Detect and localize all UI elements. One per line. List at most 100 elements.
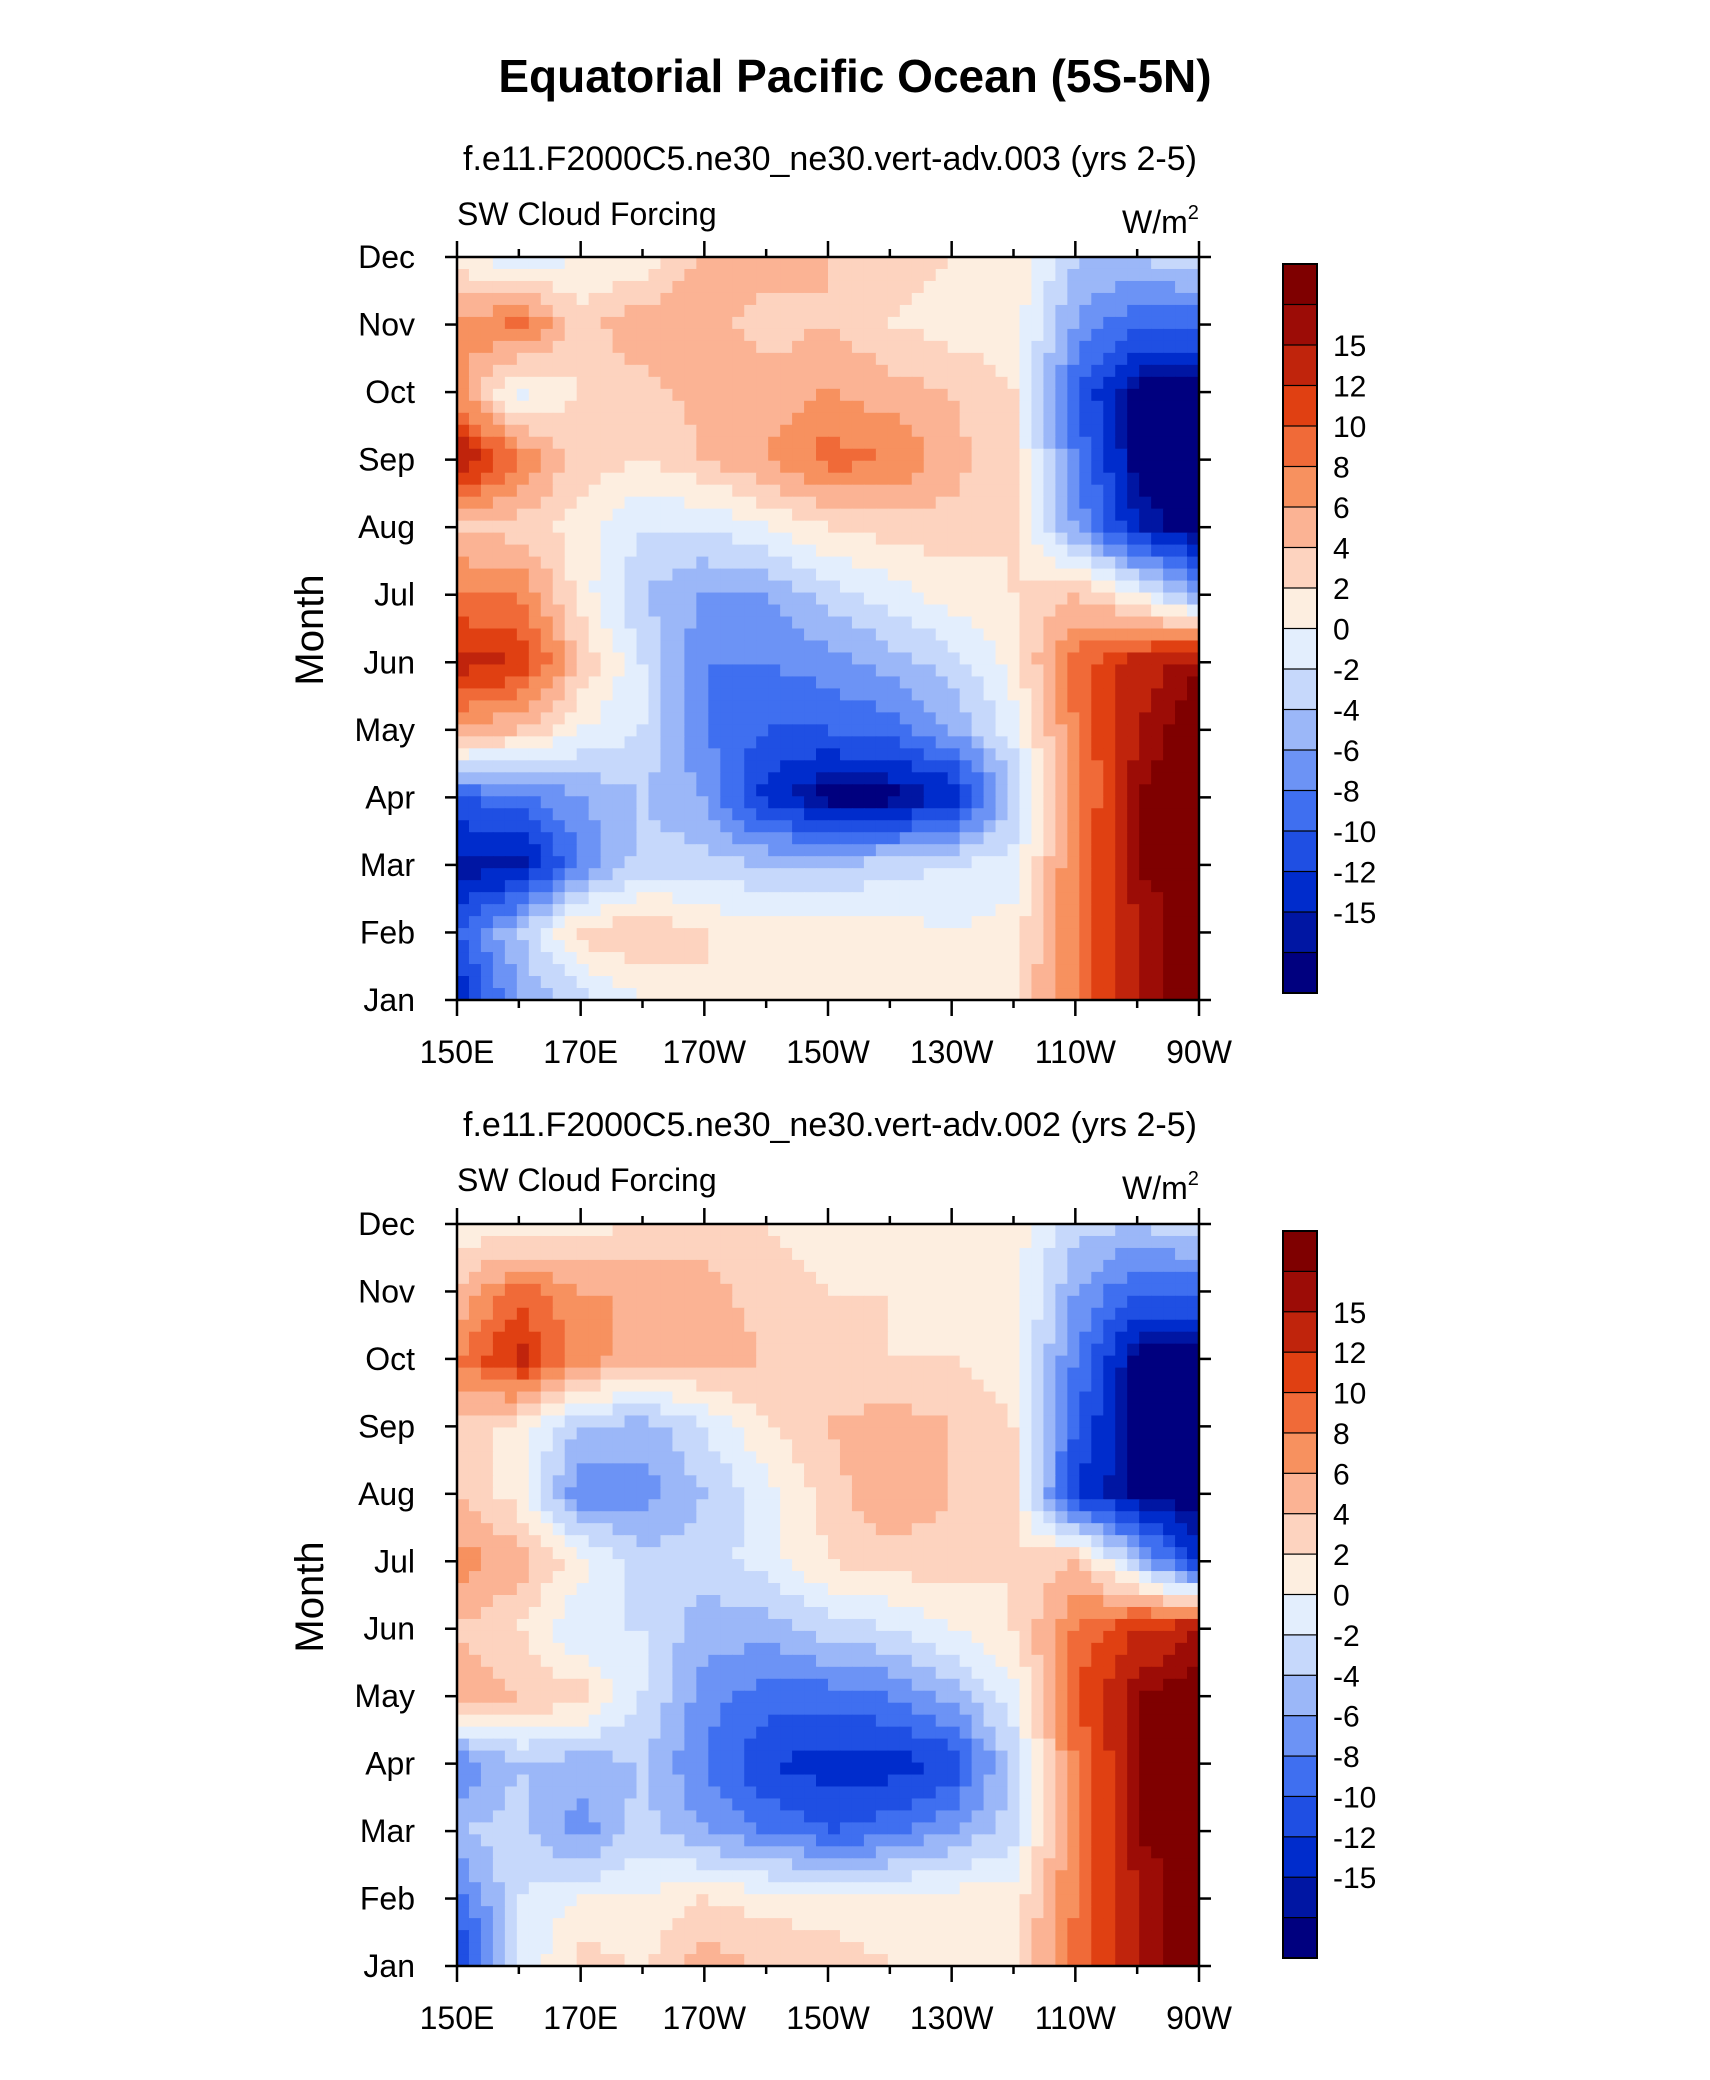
heatmap-cell (528, 484, 542, 498)
heatmap-cell (935, 988, 949, 1001)
heatmap-cell (768, 436, 781, 450)
heatmap-cell (528, 1235, 542, 1249)
heatmap-cell (588, 496, 602, 510)
heatmap-cell (516, 1403, 530, 1417)
panel-top-heatmap (457, 257, 1200, 1001)
heatmap-cell (720, 1271, 733, 1285)
heatmap-cell (839, 436, 853, 450)
heatmap-cell (588, 1283, 602, 1297)
heatmap-cell (564, 784, 578, 797)
heatmap-cell (1103, 436, 1116, 450)
heatmap-cell (792, 592, 805, 606)
heatmap-cell (959, 257, 973, 270)
heatmap-cell (624, 484, 638, 498)
heatmap-cell (768, 424, 781, 438)
heatmap-cell (588, 688, 602, 701)
heatmap-cell (1103, 1403, 1116, 1417)
heatmap-cell (947, 784, 961, 797)
heatmap-cell (552, 976, 566, 989)
heatmap-cell (576, 292, 590, 306)
heatmap-cell (816, 676, 829, 690)
heatmap-cell (1055, 1224, 1068, 1237)
heatmap-cell (468, 556, 482, 570)
heatmap-cell (504, 556, 518, 570)
heatmap-cell (540, 1235, 554, 1249)
heatmap-cell (1091, 556, 1104, 570)
heatmap-cell (576, 640, 590, 654)
heatmap-cell (839, 1271, 853, 1285)
heatmap-cell (648, 808, 662, 821)
heatmap-cell (995, 352, 1009, 366)
heatmap-cell (875, 808, 889, 821)
heatmap-cell (684, 640, 697, 654)
heatmap-cell (768, 1235, 781, 1249)
heatmap-cell (588, 1403, 602, 1417)
heatmap-cell (983, 544, 997, 558)
heatmap-cell (564, 700, 578, 713)
heatmap-cell (684, 1367, 697, 1381)
heatmap-cell (1079, 724, 1092, 737)
heatmap-cell (863, 832, 877, 845)
heatmap-cell (480, 364, 494, 378)
heatmap-cell (1055, 376, 1068, 390)
heatmap-cell (528, 748, 542, 761)
heatmap-cell (492, 916, 506, 929)
heatmap-cell (684, 580, 697, 594)
heatmap-cell (935, 808, 949, 821)
heatmap-cell (887, 592, 901, 606)
heatmap-cell (1067, 257, 1080, 270)
heatmap-cell (947, 676, 961, 690)
heatmap-cell (899, 257, 913, 270)
heatmap-cell (911, 328, 925, 342)
heatmap-cell (457, 700, 470, 713)
heatmap-cell (887, 1391, 901, 1405)
heatmap-cell (828, 352, 841, 366)
heatmap-cell (468, 304, 482, 318)
heatmap-cell (1091, 508, 1104, 522)
heatmap-cell (875, 484, 889, 498)
heatmap-cell (492, 340, 506, 354)
heatmap-cell (792, 652, 805, 666)
heatmap-cell (468, 1235, 482, 1249)
heatmap-cell (983, 1355, 997, 1369)
heatmap-cell (899, 1343, 913, 1357)
heatmap-cell (1127, 400, 1140, 414)
heatmap-cell (600, 1271, 614, 1285)
heatmap-cell (684, 904, 697, 917)
heatmap-cell (899, 556, 913, 570)
heatmap-cell (911, 736, 925, 749)
heatmap-cell (863, 496, 877, 510)
heatmap-cell (947, 832, 961, 845)
heatmap-cell (839, 352, 853, 366)
heatmap-cell (492, 328, 506, 342)
heatmap-cell (935, 1391, 949, 1405)
heatmap-cell (696, 376, 709, 390)
heatmap-cell (851, 844, 865, 857)
heatmap-cell (696, 364, 709, 378)
heatmap-cell (1067, 1235, 1080, 1249)
heatmap-cell (1151, 376, 1164, 390)
heatmap-cell (863, 556, 877, 570)
heatmap-cell (1043, 532, 1056, 546)
heatmap-cell (1115, 257, 1128, 270)
heatmap-cell (983, 844, 997, 857)
heatmap-cell (1163, 268, 1176, 282)
heatmap-cell (1187, 1391, 1200, 1405)
heatmap-cell (516, 1307, 530, 1321)
heatmap-cell (1175, 616, 1188, 630)
heatmap-cell (923, 904, 937, 917)
heatmap-cell (816, 268, 829, 282)
heatmap-cell (636, 820, 650, 833)
heatmap-cell (504, 376, 518, 390)
heatmap-cell (1187, 976, 1200, 989)
heatmap-cell (1091, 484, 1104, 498)
heatmap-cell (1127, 616, 1140, 630)
heatmap-cell (672, 556, 685, 570)
heatmap-cell (875, 772, 889, 785)
heatmap-cell (1055, 976, 1068, 989)
heatmap-cell (971, 580, 985, 594)
heatmap-cell (636, 1343, 650, 1357)
heatmap-cell (457, 1415, 470, 1429)
heatmap-cell (576, 544, 590, 558)
heatmap-cell (636, 1271, 650, 1285)
